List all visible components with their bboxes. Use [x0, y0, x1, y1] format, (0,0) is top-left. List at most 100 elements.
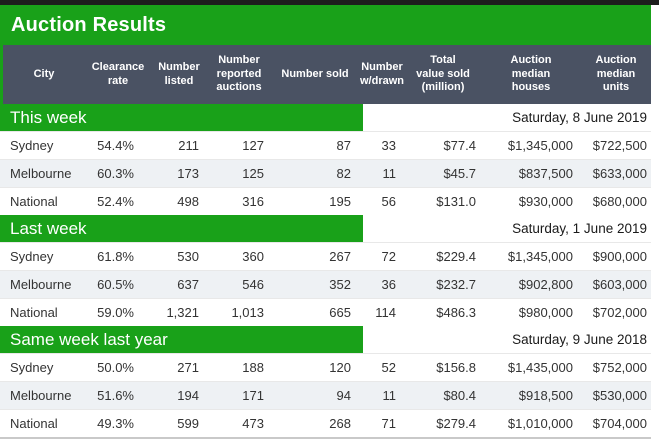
cell-number-wdrawn: 11: [382, 388, 397, 403]
cell-number-sold: 195: [329, 194, 351, 209]
cell-number-sold: 268: [329, 416, 351, 431]
column-header-auction-median-units: Auction median units: [595, 53, 637, 94]
section-label: This week: [0, 104, 363, 131]
section-label: Last week: [0, 215, 363, 242]
section-date: Saturday, 1 June 2019: [512, 221, 647, 236]
table-header-row: City Clearance rate Number listed Number re…: [0, 45, 651, 104]
cell-number-listed: 637: [177, 277, 199, 292]
column-header-number-reported-auctions: Number reported auctions: [216, 53, 262, 94]
cell-city: National: [10, 416, 58, 431]
cell-auction-median-houses: $918,500: [518, 388, 573, 403]
cell-number-wdrawn: 114: [375, 305, 396, 320]
top-border-strip: [0, 0, 659, 5]
cell-number-reported-auctions: 360: [242, 249, 264, 264]
cell-number-reported-auctions: 316: [242, 194, 264, 209]
cell-total-value-sold: $232.7: [436, 277, 476, 292]
cell-number-wdrawn: 72: [381, 249, 396, 264]
cell-number-listed: 194: [177, 388, 199, 403]
cell-city: Melbourne: [10, 166, 72, 181]
column-header-total-value-sold: Total value sold (million): [416, 53, 470, 94]
cell-auction-median-houses: $837,500: [518, 166, 573, 181]
title-bar: Auction Results: [0, 5, 651, 45]
cell-auction-median-units: $722,500: [592, 138, 647, 153]
cell-total-value-sold: $156.8: [436, 360, 476, 375]
column-header-city: City: [33, 67, 55, 80]
cell-number-listed: 599: [177, 416, 199, 431]
cell-auction-median-units: $530,000: [592, 388, 647, 403]
section-date: Saturday, 9 June 2018: [512, 332, 647, 347]
cell-city: National: [10, 305, 58, 320]
table-row: National 59.0% 1,321 1,013 665 114 $486.3 $980,…: [0, 298, 651, 326]
column-header-number-wdrawn: Number w/drawn: [359, 60, 404, 87]
cell-number-listed: 271: [177, 360, 199, 375]
cell-number-sold: 94: [336, 388, 351, 403]
cell-total-value-sold: $486.3: [436, 305, 476, 320]
cell-total-value-sold: $80.4: [443, 388, 476, 403]
cell-total-value-sold: $229.4: [436, 249, 476, 264]
cell-total-value-sold: $77.4: [443, 138, 476, 153]
cell-auction-median-units: $704,000: [592, 416, 647, 431]
cell-total-value-sold: $45.7: [443, 166, 476, 181]
cell-number-wdrawn: 36: [381, 277, 396, 292]
table-row: Sydney 61.8% 530 360 267 72 $229.4 $1,345,000 $9…: [0, 242, 651, 270]
cell-number-listed: 1,321: [166, 305, 199, 320]
cell-clearance-rate: 54.4%: [97, 138, 134, 153]
cell-auction-median-units: $752,000: [592, 360, 647, 375]
cell-number-reported-auctions: 125: [242, 166, 264, 181]
section-header: Last week Saturday, 1 June 2019: [0, 215, 651, 242]
cell-city: Melbourne: [10, 388, 72, 403]
cell-clearance-rate: 49.3%: [97, 416, 134, 431]
cell-city: National: [10, 194, 58, 209]
section-date: Saturday, 8 June 2019: [512, 110, 647, 125]
cell-clearance-rate: 61.8%: [97, 249, 134, 264]
cell-auction-median-houses: $1,435,000: [507, 360, 573, 375]
cell-clearance-rate: 60.5%: [97, 277, 134, 292]
section-header: This week Saturday, 8 June 2019: [0, 104, 651, 131]
cell-auction-median-houses: $1,345,000: [507, 249, 573, 264]
cell-number-sold: 352: [329, 277, 351, 292]
cell-number-wdrawn: 11: [382, 166, 397, 181]
table-row: National 49.3% 599 473 268 71 $279.4 $1,010,000…: [0, 409, 651, 437]
cell-auction-median-houses: $930,000: [518, 194, 573, 209]
cell-clearance-rate: 59.0%: [97, 305, 134, 320]
cell-number-reported-auctions: 1,013: [231, 305, 264, 320]
cell-city: Melbourne: [10, 277, 72, 292]
table-row: Sydney 54.4% 211 127 87 33 $77.4 $1,345,000 $722…: [0, 131, 651, 159]
table-bottom-border: [0, 437, 651, 439]
cell-number-sold: 665: [329, 305, 351, 320]
cell-auction-median-houses: $1,345,000: [507, 138, 573, 153]
cell-auction-median-houses: $1,010,000: [507, 416, 573, 431]
column-header-number-sold: Number sold: [281, 67, 349, 80]
cell-number-listed: 173: [177, 166, 199, 181]
cell-number-listed: 498: [177, 194, 199, 209]
cell-auction-median-units: $680,000: [592, 194, 647, 209]
cell-number-reported-auctions: 127: [242, 138, 264, 153]
cell-auction-median-houses: $902,800: [518, 277, 573, 292]
table-row: Sydney 50.0% 271 188 120 52 $156.8 $1,435,000 $7…: [0, 353, 651, 381]
cell-number-listed: 211: [178, 138, 199, 153]
cell-auction-median-units: $633,000: [592, 166, 647, 181]
section-label: Same week last year: [0, 326, 363, 353]
cell-clearance-rate: 52.4%: [97, 194, 134, 209]
cell-clearance-rate: 60.3%: [97, 166, 134, 181]
table-row: Melbourne 51.6% 194 171 94 11 $80.4 $918,500 $53…: [0, 381, 651, 409]
cell-number-reported-auctions: 188: [242, 360, 264, 375]
cell-number-sold: 120: [329, 360, 351, 375]
section-header: Same week last year Saturday, 9 June 2018: [0, 326, 651, 353]
auction-results-table: Auction Results City Clearance rate Number…: [0, 5, 651, 439]
table-row: Melbourne 60.3% 173 125 82 11 $45.7 $837,500 $63…: [0, 159, 651, 187]
cell-clearance-rate: 51.6%: [97, 388, 134, 403]
cell-clearance-rate: 50.0%: [97, 360, 134, 375]
cell-total-value-sold: $279.4: [436, 416, 476, 431]
cell-auction-median-units: $603,000: [592, 277, 647, 292]
cell-number-sold: 82: [336, 166, 351, 181]
cell-number-sold: 87: [336, 138, 351, 153]
table-row: National 52.4% 498 316 195 56 $131.0 $930,000 $6…: [0, 187, 651, 215]
cell-auction-median-units: $702,000: [592, 305, 647, 320]
auction-table-body: This week Saturday, 8 June 2019 Sydney 54.4…: [0, 104, 651, 437]
cell-city: Sydney: [10, 138, 54, 153]
column-header-number-listed: Number listed: [158, 60, 200, 87]
cell-number-sold: 267: [329, 249, 351, 264]
column-header-clearance-rate: Clearance rate: [91, 60, 145, 87]
